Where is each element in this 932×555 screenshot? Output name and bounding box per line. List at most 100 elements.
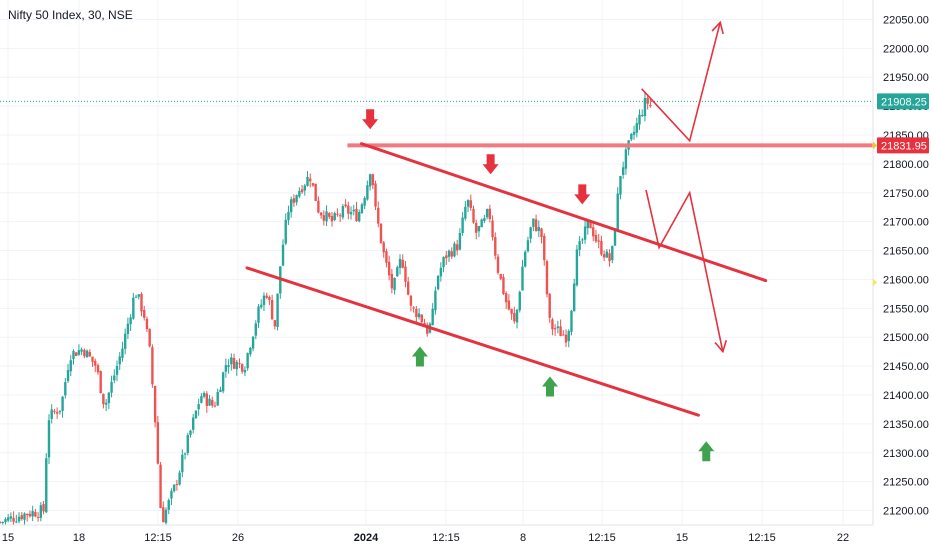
- y-tick-label: 21500.00: [883, 332, 929, 344]
- candle-body: [300, 189, 304, 193]
- candle-body: [140, 293, 143, 312]
- up-arrow: [698, 441, 715, 462]
- candle-body: [284, 219, 287, 244]
- up-arrow: [411, 346, 428, 367]
- candle-body: [621, 167, 625, 175]
- candle-body: [230, 357, 233, 365]
- grid: [0, 0, 873, 525]
- candle-body: [50, 409, 53, 419]
- candle-body: [396, 267, 399, 277]
- candle-body: [371, 174, 375, 186]
- candle-body: [134, 296, 138, 298]
- candle-body: [455, 244, 459, 251]
- candle-body: [575, 249, 579, 286]
- candle-body: [526, 240, 530, 252]
- trendline-lower-channel: [245, 266, 700, 417]
- candle-body: [597, 240, 600, 242]
- candle-body: [567, 330, 570, 341]
- candle-body: [153, 385, 157, 423]
- candle-body: [578, 241, 581, 250]
- candle-body: [110, 381, 113, 393]
- x-tick-label: 15: [2, 532, 14, 544]
- candle-body: [213, 405, 217, 407]
- candle-body: [379, 223, 383, 243]
- candle-body: [602, 254, 606, 258]
- candle-body: [398, 258, 402, 269]
- candle-body: [205, 393, 209, 407]
- candle-body: [137, 294, 140, 297]
- candle-body: [72, 350, 75, 359]
- candle-body: [292, 198, 296, 203]
- candle-body: [104, 402, 108, 405]
- candle-body: [605, 251, 609, 258]
- candle-body: [69, 360, 72, 372]
- chart-title: Nifty 50 Index, 30, NSE: [8, 8, 133, 22]
- y-tick-label: 21600.00: [883, 274, 929, 286]
- candle-body: [534, 219, 538, 231]
- candle-body: [15, 521, 18, 523]
- candle-body: [31, 511, 34, 517]
- candle-body: [592, 227, 595, 237]
- candle-body: [377, 207, 380, 224]
- x-tick-label: 22: [837, 532, 849, 544]
- candle-body: [510, 308, 513, 314]
- candle-body: [464, 206, 467, 219]
- down-arrow: [362, 109, 379, 130]
- candle-body: [115, 366, 119, 375]
- candle-body: [219, 389, 222, 393]
- candle-body: [504, 293, 508, 303]
- candle-body: [393, 278, 396, 291]
- alert-marker-icon: [873, 278, 877, 287]
- candles: [0, 91, 652, 529]
- candle-body: [232, 357, 236, 369]
- y-tick-label: 22000.00: [883, 43, 929, 55]
- candle-body: [1, 521, 4, 523]
- candle-body: [447, 250, 451, 257]
- candle-body: [306, 176, 309, 186]
- candle-body: [123, 333, 127, 349]
- candle-body: [17, 516, 21, 522]
- candle-body: [276, 293, 279, 328]
- candle-body: [412, 307, 415, 309]
- candle-body: [630, 134, 633, 140]
- candle-body: [28, 513, 32, 517]
- candle-body: [401, 259, 404, 268]
- candle-body: [333, 213, 336, 221]
- candle-body: [96, 365, 100, 373]
- candle-body: [328, 213, 331, 217]
- down-arrow: [482, 154, 499, 175]
- candle-body: [589, 220, 592, 229]
- candle-body: [36, 516, 40, 518]
- y-tick-label: 21950.00: [883, 72, 929, 84]
- candle-body: [289, 199, 293, 213]
- candle-body: [80, 349, 83, 352]
- candle-body: [548, 293, 551, 318]
- candle-body: [132, 297, 135, 319]
- candle-body: [417, 313, 421, 318]
- candle-body: [224, 365, 228, 372]
- candle-body: [208, 398, 211, 406]
- candle-body: [616, 193, 619, 232]
- trendline-upper-channel: [359, 142, 768, 283]
- candle-body: [246, 353, 249, 369]
- candle-body: [496, 256, 500, 273]
- candle-body: [143, 309, 146, 318]
- candle-body: [94, 360, 97, 366]
- candle-body: [426, 324, 429, 334]
- candle-body: [175, 483, 179, 485]
- candle-body: [583, 226, 587, 240]
- candle-body: [202, 392, 206, 397]
- candle-body: [118, 356, 121, 365]
- candle-body: [385, 251, 388, 263]
- candle-body: [268, 296, 271, 300]
- candle-body: [211, 399, 214, 406]
- y-tick-label: 21200.00: [883, 506, 929, 518]
- candle-body: [515, 309, 519, 323]
- y-tick-label: 21350.00: [883, 419, 929, 431]
- candle-body: [113, 375, 116, 381]
- candle-body: [99, 371, 102, 394]
- candle-body: [42, 504, 45, 512]
- candle-body: [287, 211, 290, 221]
